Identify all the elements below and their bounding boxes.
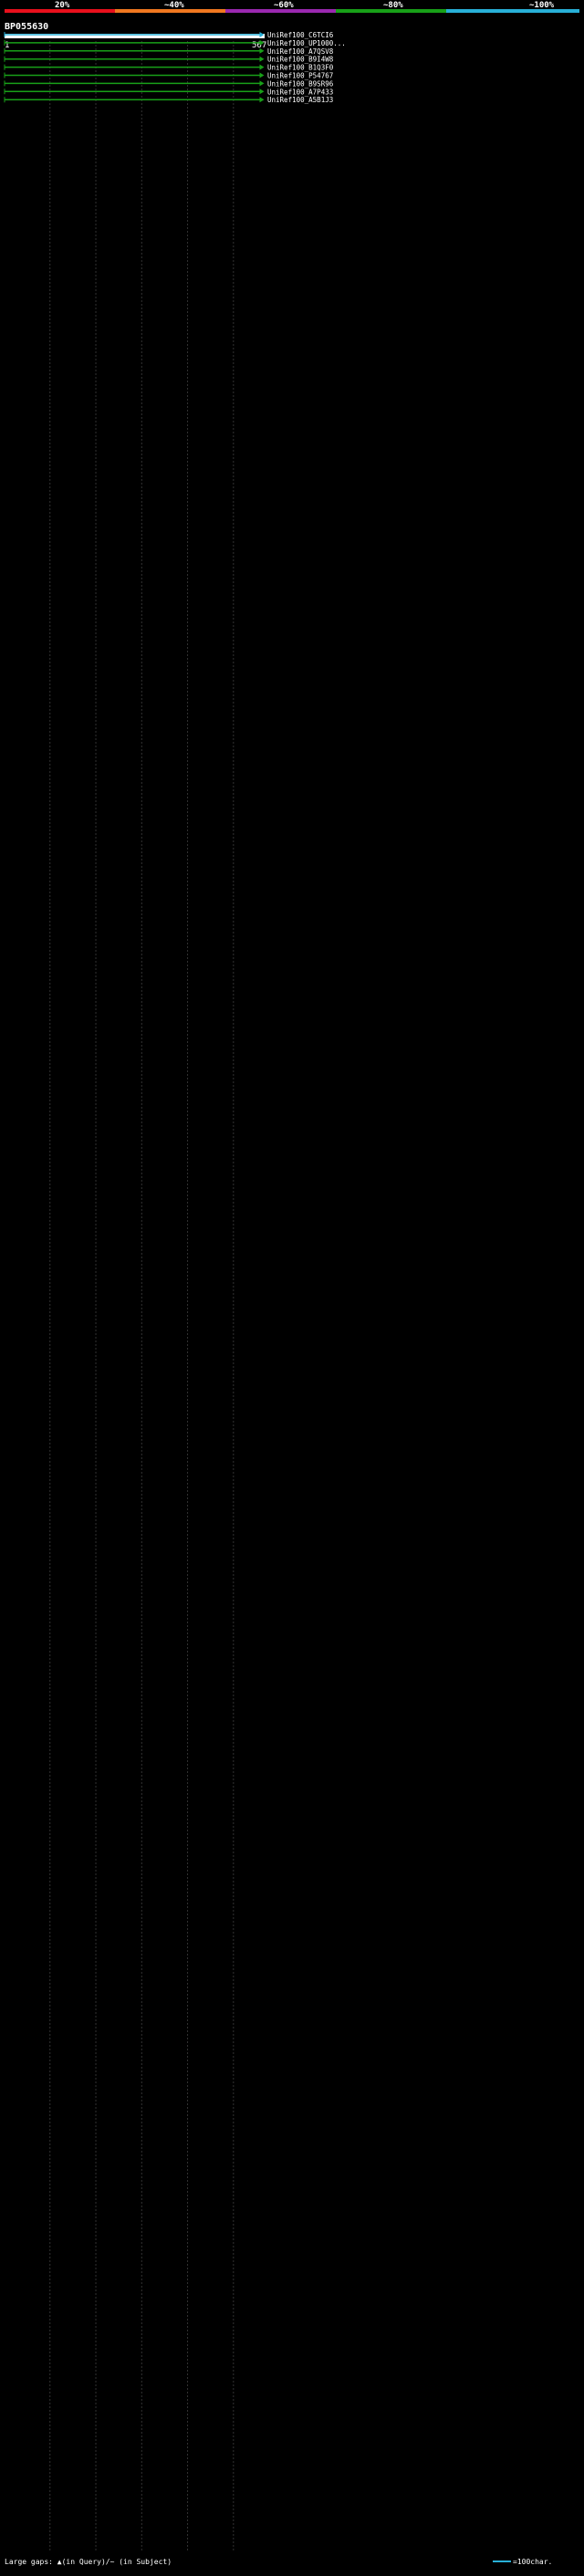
hit-row[interactable]: UniRef100_A7P433 [4,88,333,96]
footer-legend: Large gaps: ▲(in Query)/~ (in Subject) =… [5,2558,552,2566]
ruler-end: 567 [252,41,266,50]
scale-seg-orange [115,9,225,13]
scale-seg-red [5,9,115,13]
hit-row[interactable]: UniRef100_B9I4W8 [4,56,334,64]
scale-bar-label: =100char. [513,2558,552,2566]
scale-label-100: ~100% [529,1,555,10]
hit-row[interactable]: UniRef100_C6TCI6 [4,31,334,39]
hit-arrow [259,80,265,87]
hit-row[interactable]: UniRef100_P54767 [4,72,333,80]
scale-label-20: 20% [55,1,70,10]
ruler-start: 1 [5,41,9,50]
hit-arrow [259,64,265,70]
hit-label[interactable]: UniRef100_A7P433 [267,88,333,96]
hit-label[interactable]: UniRef100_P54767 [267,72,333,80]
scale-label-40: ~40% [164,1,184,10]
hit-label[interactable]: UniRef100_B1Q3F0 [267,64,334,72]
scale-seg-magenta [225,9,336,13]
hit-label[interactable]: UniRef100_A7QSV8 [267,47,334,56]
hit-arrow [259,47,265,54]
hit-arrow [259,56,265,62]
hit-row[interactable]: UniRef100_UP1000... [4,39,346,47]
scale-seg-green [336,9,446,13]
hit-row[interactable]: UniRef100_A7QSV8 [4,47,334,56]
scale-seg-cyan [446,9,579,13]
hit-arrow [259,89,265,95]
hit-label[interactable]: UniRef100_B9SR96 [267,79,334,88]
scale-label-60: ~60% [274,1,294,10]
hit-arrow [259,97,265,103]
hit-label[interactable]: UniRef100_C6TCI6 [267,31,334,39]
identity-scale: 20% ~40% ~60% ~80% ~100% [5,1,579,13]
hit-arrow [259,39,265,46]
hit-label[interactable]: UniRef100_UP1000... [267,39,346,47]
hit-arrow [259,72,265,78]
hit-row[interactable]: UniRef100_B1Q3F0 [4,64,334,72]
query-ruler-bar [5,34,265,38]
query-id: BP055630 [5,22,48,32]
gap-legend: Large gaps: ▲(in Query)/~ (in Subject) [5,2558,172,2566]
hit-arrow [259,32,265,37]
hit-label[interactable]: UniRef100_B9I4W8 [267,56,334,64]
hit-row[interactable]: UniRef100_A5B1J3 [4,96,333,104]
hit-row[interactable]: UniRef100_B9SR96 [4,79,334,88]
hit-label[interactable]: UniRef100_A5B1J3 [267,96,333,104]
alignment-hits: UniRef100_C6TCI6UniRef100_UP1000...UniRe… [4,31,346,104]
guide-lines [49,41,235,2550]
scale-label-80: ~80% [383,1,403,10]
